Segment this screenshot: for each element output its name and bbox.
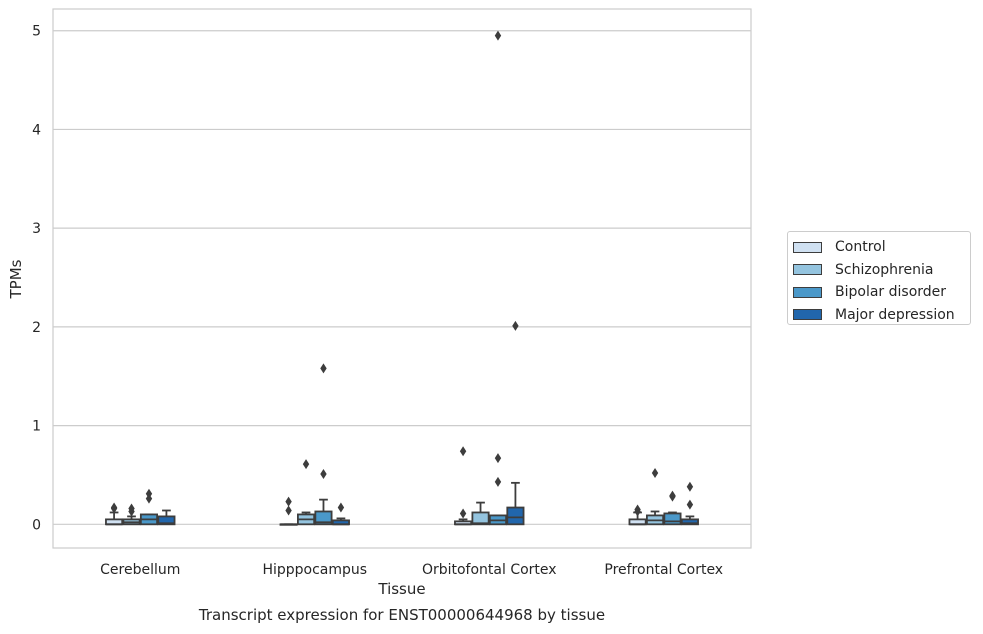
outlier-orbitofontal-cortex-bipolar-disorder-2 [494, 476, 502, 487]
box-orbitofontal-cortex-bipolar-disorder [488, 30, 508, 526]
outlier-prefrontal-cortex-major-depression-1 [686, 499, 694, 510]
box-body-orbitofontal-cortex-major-depression [506, 506, 525, 526]
box-hipppocampus-major-depression [331, 502, 350, 526]
x-tick-label-prefrontal-cortex: Prefrontal Cortex [604, 562, 723, 578]
box-prefrontal-cortex-schizophrenia [646, 467, 665, 526]
box-groups [105, 30, 699, 526]
legend-swatch-bipolar-disorder [793, 286, 822, 298]
outlier-orbitofontal-cortex-bipolar-disorder-1 [494, 453, 502, 464]
outlier-cerebellum-schizophrenia-1 [128, 506, 135, 517]
outlier-hipppocampus-schizophrenia-0 [302, 459, 310, 470]
box-body-prefrontal-cortex-major-depression [680, 518, 699, 526]
box-cerebellum-control [105, 502, 124, 526]
y-axis-label: TPMs [7, 259, 25, 299]
legend-swatch-control [793, 241, 822, 253]
y-tick-label-4: 4 [32, 122, 41, 138]
outlier-prefrontal-cortex-control-1 [634, 506, 641, 517]
plot-area [52, 8, 752, 549]
y-tick-label-1: 1 [32, 419, 41, 435]
box-cerebellum-major-depression [157, 509, 176, 526]
box-orbitofontal-cortex-control [454, 446, 473, 526]
legend-item-bipolar-disorder: Bipolar disorder [793, 281, 970, 304]
outlier-prefrontal-cortex-major-depression-0 [686, 481, 694, 492]
outlier-prefrontal-cortex-bipolar-disorder-1 [669, 491, 676, 502]
box-prefrontal-cortex-control [628, 504, 647, 526]
outlier-orbitofontal-cortex-major-depression-0 [512, 320, 519, 331]
box-hipppocampus-schizophrenia [296, 459, 316, 526]
outlier-orbitofontal-cortex-control-1 [459, 508, 467, 519]
y-tick-labels: 0 1 2 3 4 5 [32, 24, 41, 534]
legend-label-major-depression: Major depression [835, 306, 955, 323]
box-body-cerebellum-major-depression [157, 515, 176, 526]
x-axis-label: Tissue [377, 580, 425, 598]
legend-label-schizophrenia: Schizophrenia [835, 261, 934, 278]
chart-caption: Transcript expression for ENST0000064496… [198, 606, 606, 624]
box-hipppocampus-control [279, 496, 298, 526]
outlier-hipppocampus-major-depression-0 [337, 502, 345, 513]
y-tick-label-0: 0 [32, 517, 41, 533]
legend-label-bipolar-disorder: Bipolar disorder [835, 284, 947, 301]
outlier-orbitofontal-cortex-control-0 [459, 446, 467, 457]
x-tick-label-hipppocampus: Hipppocampus [262, 562, 367, 578]
legend-label-control: Control [835, 239, 886, 256]
outlier-orbitofontal-cortex-bipolar-disorder-0 [494, 30, 502, 41]
box-body-orbitofontal-cortex-schizophrenia [471, 511, 490, 526]
outlier-cerebellum-bipolar-disorder-1 [145, 493, 153, 504]
outlier-hipppocampus-control-0 [285, 496, 292, 507]
x-tick-label-orbitofontal-cortex: Orbitofontal Cortex [422, 562, 557, 578]
legend: Control Schizophrenia Bipolar disorder M… [787, 231, 971, 325]
box-prefrontal-cortex-bipolar-disorder [663, 490, 682, 526]
box-cerebellum-schizophrenia [122, 503, 141, 526]
legend-item-major-depression: Major depression [793, 304, 970, 327]
box-prefrontal-cortex-major-depression [680, 481, 699, 526]
y-tick-label-2: 2 [32, 320, 41, 336]
outlier-hipppocampus-bipolar-disorder-1 [320, 468, 327, 479]
outlier-prefrontal-cortex-schizophrenia-0 [651, 467, 659, 478]
outlier-hipppocampus-bipolar-disorder-0 [320, 363, 327, 374]
y-tick-label-5: 5 [32, 24, 41, 40]
y-tick-label-3: 3 [32, 221, 41, 237]
x-tick-label-cerebellum: Cerebellum [100, 562, 180, 578]
box-orbitofontal-cortex-major-depression [506, 320, 525, 526]
legend-swatch-schizophrenia [793, 264, 822, 276]
x-tick-labels: Cerebellum Hipppocampus Orbitofontal Corte… [100, 562, 723, 578]
box-body-hipppocampus-bipolar-disorder [314, 510, 333, 526]
legend-item-control: Control [793, 236, 970, 259]
box-orbitofontal-cortex-schizophrenia [471, 501, 490, 526]
outlier-hipppocampus-control-1 [285, 505, 292, 516]
box-hipppocampus-bipolar-disorder [314, 363, 333, 526]
legend-swatch-major-depression [793, 309, 822, 321]
legend-item-schizophrenia: Schizophrenia [793, 259, 970, 282]
box-cerebellum-bipolar-disorder [139, 488, 159, 526]
outlier-cerebellum-control-1 [110, 503, 118, 514]
box-body-prefrontal-cortex-bipolar-disorder [663, 512, 682, 526]
